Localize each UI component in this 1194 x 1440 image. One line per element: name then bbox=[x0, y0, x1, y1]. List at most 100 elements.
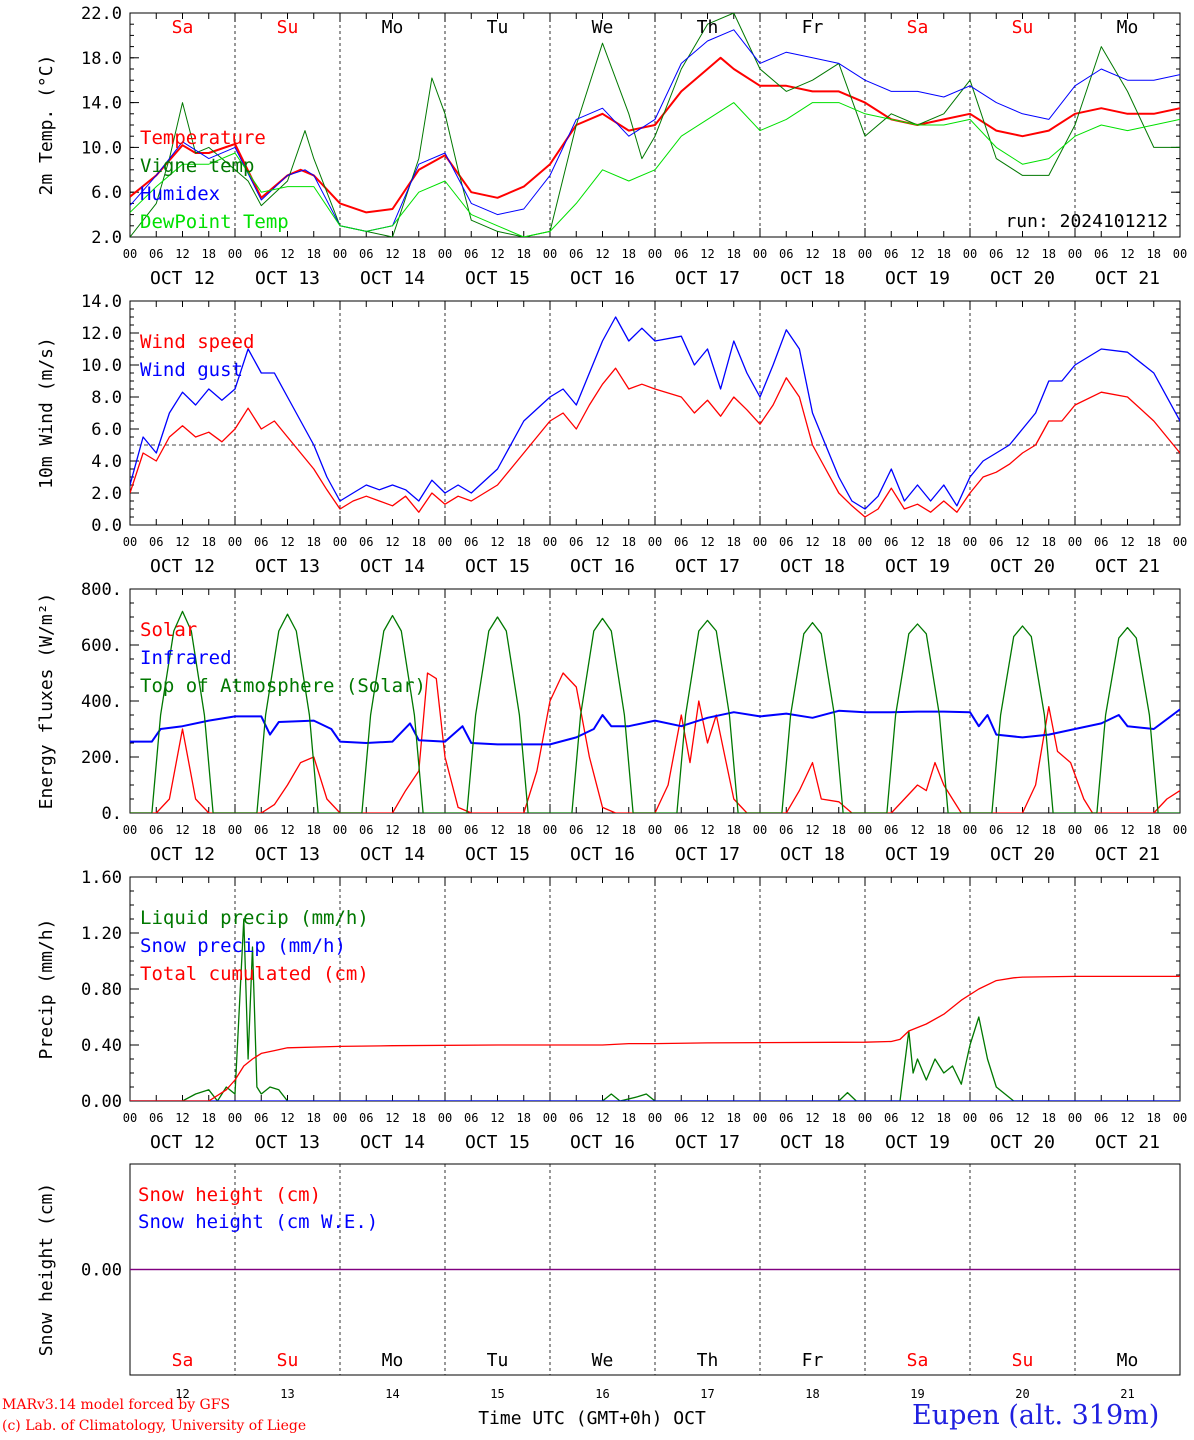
y-tick-label: 2.0 bbox=[91, 484, 122, 504]
hour-label: 06 bbox=[779, 1111, 793, 1125]
hour-label: 00 bbox=[648, 1111, 662, 1125]
day-number: 17 bbox=[700, 1387, 714, 1401]
day-number: 13 bbox=[280, 1387, 294, 1401]
day-number: 21 bbox=[1120, 1387, 1134, 1401]
hour-label: 06 bbox=[254, 247, 268, 261]
hour-label: 12 bbox=[1015, 1111, 1029, 1125]
hour-label: 18 bbox=[727, 535, 741, 549]
hour-label: 18 bbox=[307, 535, 321, 549]
hour-label: 18 bbox=[1042, 1111, 1056, 1125]
y-axis-label: Energy fluxes (W/m²) bbox=[36, 593, 57, 810]
hour-label: 06 bbox=[149, 535, 163, 549]
panel-precip: 00 06 12 18 00 06 12 18 00 06 12 18 00 06 12 18 00 06 12 18… bbox=[36, 868, 1187, 1153]
hour-label: 12 bbox=[1120, 1111, 1134, 1125]
hour-label: 12 bbox=[385, 535, 399, 549]
hour-label: 00 bbox=[438, 535, 452, 549]
date-label: OCT 19 bbox=[885, 556, 950, 577]
hour-label: 12 bbox=[805, 823, 819, 837]
hour-label: 06 bbox=[884, 535, 898, 549]
hour-label: 00 bbox=[543, 535, 557, 549]
hour-label: 00 bbox=[543, 247, 557, 261]
hour-label: 18 bbox=[1147, 247, 1161, 261]
y-axis-label: Snow height (cm) bbox=[36, 1183, 57, 1356]
hour-label: 12 bbox=[175, 535, 189, 549]
hour-label: 12 bbox=[175, 1111, 189, 1125]
day-name: Fr bbox=[802, 17, 824, 38]
hour-label: 06 bbox=[359, 823, 373, 837]
date-label: OCT 21 bbox=[1095, 556, 1160, 577]
hour-label: 12 bbox=[595, 1111, 609, 1125]
date-label: OCT 20 bbox=[990, 1132, 1055, 1153]
y-tick-label: 1.60 bbox=[81, 868, 122, 888]
date-label: OCT 18 bbox=[780, 1132, 845, 1153]
hour-label: 18 bbox=[727, 247, 741, 261]
hour-label: 06 bbox=[1094, 247, 1108, 261]
hour-label: 18 bbox=[727, 1111, 741, 1125]
hour-label: 18 bbox=[937, 1111, 951, 1125]
hour-label: 12 bbox=[595, 535, 609, 549]
hour-label: 18 bbox=[832, 1111, 846, 1125]
day-name: Tu bbox=[487, 17, 509, 38]
legend-entry: Snow precip (mm/h) bbox=[140, 935, 346, 957]
day-name: Sa bbox=[907, 17, 929, 38]
date-label: OCT 13 bbox=[255, 844, 320, 865]
hour-label: 06 bbox=[1094, 535, 1108, 549]
day-name: Mo bbox=[1117, 1350, 1139, 1371]
hour-label: 12 bbox=[280, 1111, 294, 1125]
hour-label: 18 bbox=[622, 247, 636, 261]
hour-label: 00 bbox=[858, 823, 872, 837]
y-tick-label: 4.0 bbox=[91, 452, 122, 472]
hour-label: 06 bbox=[674, 823, 688, 837]
legend-entry: Total cumulated (cm) bbox=[140, 963, 369, 985]
hour-label: 00 bbox=[858, 1111, 872, 1125]
run-label: run: 2024101212 bbox=[1005, 211, 1168, 232]
day-number: 18 bbox=[805, 1387, 819, 1401]
hour-label: 00 bbox=[753, 535, 767, 549]
footer-location: Eupen (alt. 319m) bbox=[912, 1400, 1160, 1431]
y-tick-label: 8.0 bbox=[91, 388, 122, 408]
y-tick-label: 600. bbox=[81, 636, 122, 656]
hour-label: 00 bbox=[753, 823, 767, 837]
series-line-total-cumulated-cm- bbox=[130, 975, 1180, 1101]
hour-label: 06 bbox=[779, 823, 793, 837]
legend-entry: Snow height (cm W.E.) bbox=[138, 1211, 378, 1233]
hour-label: 00 bbox=[963, 247, 977, 261]
hour-label: 12 bbox=[1120, 247, 1134, 261]
hour-label: 06 bbox=[989, 823, 1003, 837]
hour-label: 00 bbox=[963, 1111, 977, 1125]
date-label: OCT 17 bbox=[675, 556, 740, 577]
day-name: Mo bbox=[382, 17, 404, 38]
hour-label: 18 bbox=[412, 1111, 426, 1125]
legend-entry: DewPoint Temp bbox=[140, 211, 289, 233]
legend-entry: Infrared bbox=[140, 647, 232, 669]
hour-label: 06 bbox=[464, 823, 478, 837]
date-label: OCT 14 bbox=[360, 268, 425, 289]
hour-label: 00 bbox=[228, 535, 242, 549]
hour-label: 00 bbox=[648, 535, 662, 549]
hour-label: 12 bbox=[805, 1111, 819, 1125]
series-line-top-of-atmosphere-solar- bbox=[130, 610, 1180, 813]
hour-label: 06 bbox=[254, 535, 268, 549]
hour-label: 12 bbox=[490, 1111, 504, 1125]
hour-label: 06 bbox=[149, 1111, 163, 1125]
y-axis-label: Precip (mm/h) bbox=[36, 919, 57, 1060]
hour-label: 00 bbox=[1068, 535, 1082, 549]
hour-label: 12 bbox=[280, 823, 294, 837]
y-tick-label: 200. bbox=[81, 748, 122, 768]
series-line-vigne-temp bbox=[130, 13, 1180, 237]
hour-label: 12 bbox=[805, 247, 819, 261]
series-line-dewpoint-temp bbox=[130, 102, 1180, 237]
day-name: Su bbox=[277, 17, 299, 38]
date-label: OCT 16 bbox=[570, 1132, 635, 1153]
day-name: Mo bbox=[1117, 17, 1139, 38]
hour-label: 00 bbox=[648, 823, 662, 837]
y-tick-label: 0.80 bbox=[81, 980, 122, 1000]
hour-label: 12 bbox=[280, 247, 294, 261]
hour-label: 18 bbox=[202, 535, 216, 549]
hour-label: 18 bbox=[202, 1111, 216, 1125]
date-label: OCT 15 bbox=[465, 844, 530, 865]
hour-label: 18 bbox=[412, 247, 426, 261]
hour-label: 00 bbox=[333, 1111, 347, 1125]
hour-label: 12 bbox=[490, 823, 504, 837]
hour-label: 00 bbox=[858, 535, 872, 549]
